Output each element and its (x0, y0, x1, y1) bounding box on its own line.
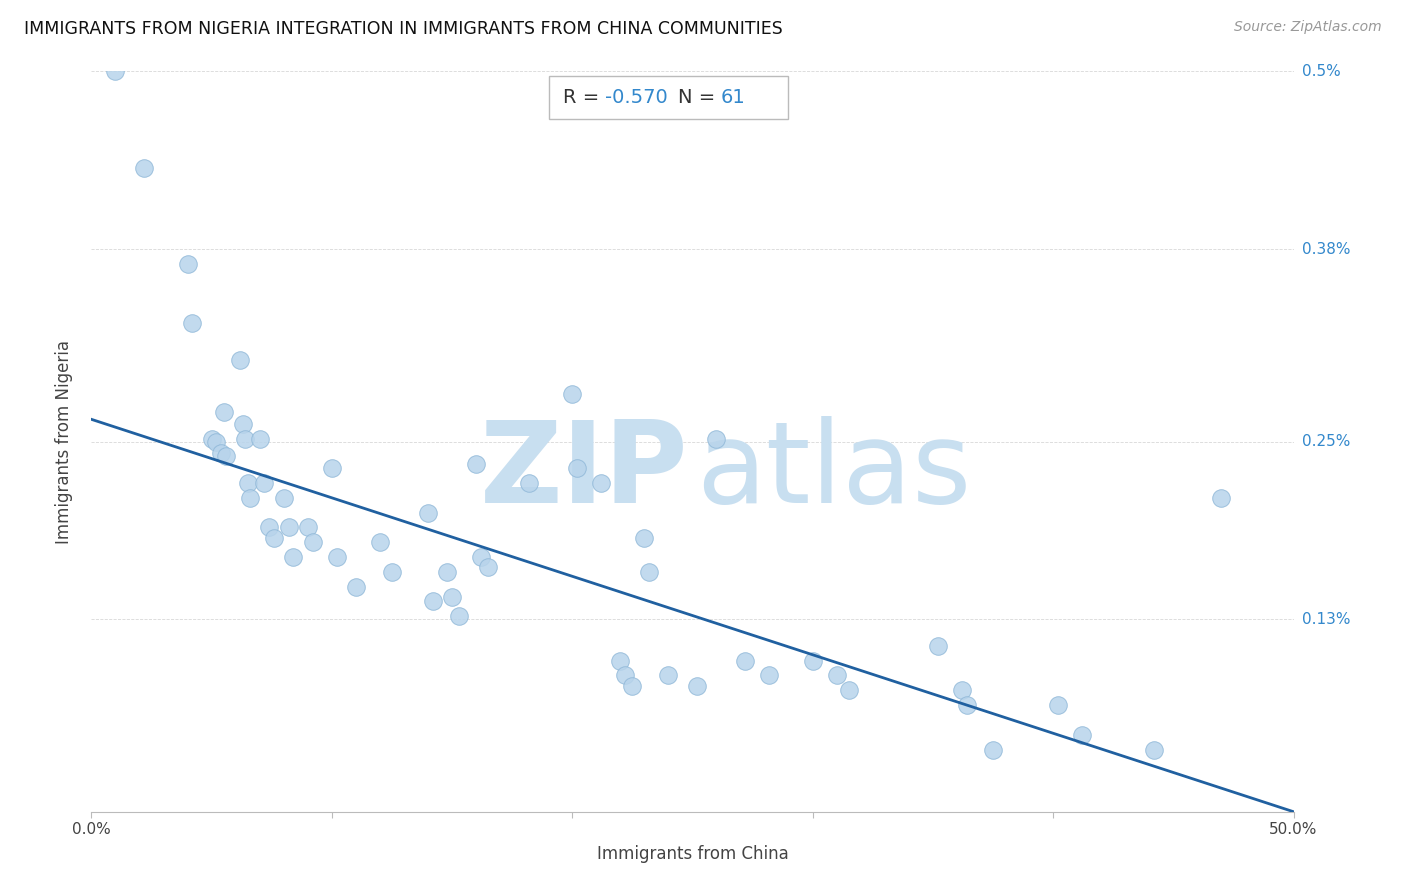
Text: 61: 61 (720, 87, 745, 107)
Point (297, 520, 319, 534)
Point (1143, 742, 1166, 756)
Point (232, 417, 254, 431)
Point (706, 432, 728, 446)
Point (686, 679, 709, 693)
Point (416, 506, 439, 520)
Point (801, 654, 824, 668)
Point (981, 742, 1004, 756)
Point (517, 475, 540, 490)
Point (104, 64, 127, 78)
Point (1071, 728, 1094, 742)
Text: -0.570: -0.570 (605, 87, 668, 107)
Point (209, 446, 232, 460)
Point (477, 560, 499, 574)
Text: IMMIGRANTS FROM NIGERIA INTEGRATION IN IMMIGRANTS FROM CHINA COMMUNITIES: IMMIGRANTS FROM NIGERIA INTEGRATION IN I… (24, 20, 783, 37)
Y-axis label: Immigrants from Nigeria: Immigrants from Nigeria (55, 340, 73, 543)
Text: atlas: atlas (696, 416, 972, 526)
Point (561, 387, 583, 401)
Point (927, 639, 949, 653)
Point (201, 432, 224, 446)
Point (273, 491, 295, 505)
Text: 0.25%: 0.25% (1302, 434, 1350, 449)
Point (565, 461, 588, 475)
Point (609, 654, 631, 668)
Point (181, 316, 204, 330)
Point (368, 535, 391, 549)
Text: 0.5%: 0.5% (1302, 64, 1340, 78)
Point (236, 475, 259, 490)
Text: N =: N = (678, 87, 721, 107)
Point (591, 475, 613, 490)
Point (344, 580, 367, 594)
Point (440, 590, 463, 604)
Point (381, 565, 404, 579)
Point (621, 679, 644, 693)
Point (229, 353, 252, 368)
Text: ZIP: ZIP (481, 416, 689, 526)
Point (825, 668, 848, 682)
Text: R =: R = (562, 87, 606, 107)
Point (205, 434, 228, 449)
Point (734, 654, 756, 668)
Point (950, 683, 973, 698)
X-axis label: Immigrants from China: Immigrants from China (596, 846, 789, 863)
Point (436, 565, 458, 579)
Point (614, 668, 637, 682)
Point (283, 549, 305, 564)
Point (422, 594, 444, 608)
Point (1211, 491, 1233, 505)
Point (325, 549, 347, 564)
Point (838, 683, 860, 698)
Point (465, 457, 488, 471)
Point (253, 475, 276, 490)
Point (657, 668, 679, 682)
Point (176, 257, 198, 271)
Point (638, 565, 661, 579)
Point (259, 520, 281, 534)
Point (233, 432, 256, 446)
Point (633, 531, 655, 545)
Point (239, 491, 262, 505)
Point (955, 698, 977, 712)
Point (277, 520, 299, 534)
Point (249, 432, 271, 446)
Point (321, 461, 343, 475)
Text: 0.13%: 0.13% (1302, 612, 1350, 627)
Point (215, 450, 238, 464)
Point (301, 535, 323, 549)
Point (263, 531, 285, 545)
Point (134, 161, 156, 175)
Text: 0.38%: 0.38% (1302, 242, 1350, 257)
Point (449, 609, 471, 624)
Text: Source: ZipAtlas.com: Source: ZipAtlas.com (1234, 20, 1382, 34)
Point (758, 668, 780, 682)
Point (470, 549, 492, 564)
Point (1046, 698, 1069, 712)
Point (212, 405, 235, 419)
